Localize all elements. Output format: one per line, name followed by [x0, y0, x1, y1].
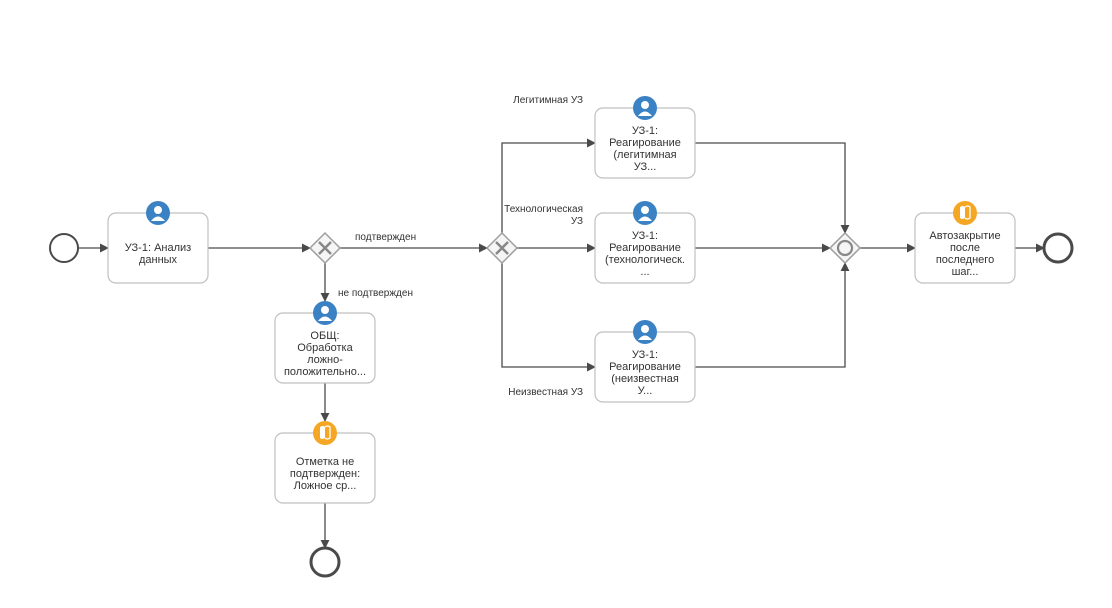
node-label-task-mark-l0: Отметка не	[296, 456, 354, 468]
node-label-task-mark-l1: подтвержден:	[290, 468, 360, 480]
flow-label-e-gw2-tech: Технологическая	[504, 204, 583, 215]
flow-label-e-gw2-legit: Легитимная УЗ	[513, 95, 583, 106]
flow-label2-e-gw2-tech: УЗ	[571, 216, 583, 227]
node-label-task-analyze-l1: данных	[139, 254, 178, 266]
node-label-task-tech-l1: Реагирование	[609, 242, 681, 254]
flow-e-unknown-gw3	[695, 263, 845, 367]
node-label-task-legit-l2: (легитимная	[613, 149, 676, 161]
node-label-task-legit-l1: Реагирование	[609, 137, 681, 149]
node-label-task-auto-l3: шаг...	[952, 266, 979, 278]
node-label-task-tech-l3: ...	[640, 266, 649, 278]
flow-label-e-gw1-gw2: подтвержден	[355, 232, 416, 243]
node-label-task-unknown-l3: У...	[638, 385, 653, 397]
node-task-mark[interactable]: Отметка неподтвержден:Ложное ср...	[275, 421, 375, 503]
node-end1[interactable]	[1044, 234, 1072, 262]
node-task-analyze[interactable]: УЗ-1: Анализданных	[108, 201, 208, 283]
flow-e-gw2-unknown	[502, 263, 595, 367]
node-start[interactable]	[50, 234, 78, 262]
script-icon	[953, 201, 977, 225]
node-task-false[interactable]: ОБЩ:Обработкаложно-положительно...	[275, 301, 375, 383]
node-label-task-analyze-l0: УЗ-1: Анализ	[125, 242, 191, 254]
node-task-unknown[interactable]: УЗ-1:Реагирование(неизвестнаяУ...	[595, 320, 695, 402]
node-label-task-false-l0: ОБЩ:	[310, 330, 339, 342]
node-task-auto[interactable]: Автозакрытиепослепоследнегошаг...	[915, 201, 1015, 283]
node-label-task-auto-l1: после	[950, 242, 980, 254]
node-task-tech[interactable]: УЗ-1:Реагирование(технологическ....	[595, 201, 695, 283]
node-end2[interactable]	[311, 548, 339, 576]
node-label-task-false-l2: ложно-	[307, 354, 343, 366]
node-gw2[interactable]	[487, 233, 517, 263]
node-label-task-false-l3: положительно...	[284, 366, 366, 378]
bpmn-diagram: подтвержден не подтвержден Легитимная УЗ Те…	[0, 0, 1112, 608]
node-label-task-tech-l2: (технологическ.	[605, 254, 685, 266]
node-label-task-legit-l0: УЗ-1:	[632, 125, 658, 137]
node-label-task-false-l1: Обработка	[297, 342, 353, 354]
node-label-task-unknown-l1: Реагирование	[609, 361, 681, 373]
node-label-task-mark-l2: Ложное ср...	[294, 480, 357, 492]
user-icon	[633, 320, 657, 344]
node-label-task-tech-l0: УЗ-1:	[632, 230, 658, 242]
user-icon	[633, 201, 657, 225]
script-icon	[313, 421, 337, 445]
node-label-task-legit-l3: УЗ...	[634, 161, 657, 173]
node-label-task-auto-l0: Автозакрытие	[929, 230, 1000, 242]
user-icon	[146, 201, 170, 225]
flow-label-e-gw2-unknown: Неизвестная УЗ	[508, 387, 583, 398]
node-gw1[interactable]	[310, 233, 340, 263]
node-task-legit[interactable]: УЗ-1:Реагирование(легитимнаяУЗ...	[595, 96, 695, 178]
flow-label-e-gw1-false: не подтвержден	[338, 288, 413, 299]
node-label-task-auto-l2: последнего	[936, 254, 994, 266]
user-icon	[313, 301, 337, 325]
node-gw3[interactable]	[830, 233, 860, 263]
flow-e-legit-gw3	[695, 143, 845, 233]
node-label-task-unknown-l0: УЗ-1:	[632, 349, 658, 361]
node-label-task-unknown-l2: (неизвестная	[611, 373, 679, 385]
user-icon	[633, 96, 657, 120]
